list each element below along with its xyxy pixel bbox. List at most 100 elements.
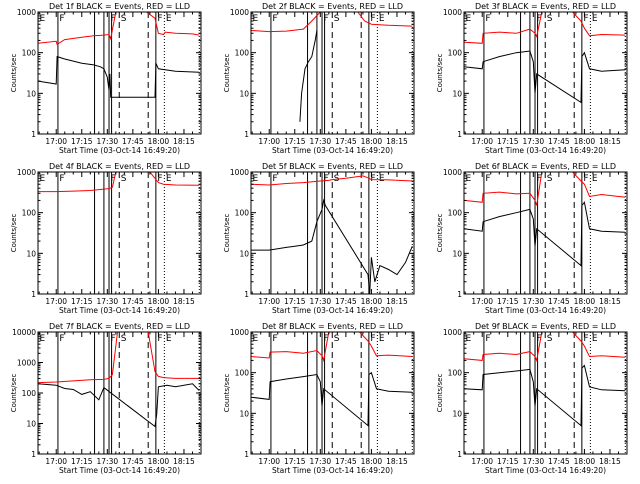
- x-tick-label: 17:00: [471, 137, 493, 146]
- series-line-lld: [464, 172, 626, 206]
- series-line-lld: [251, 332, 413, 363]
- y-tick-label: 1000: [230, 328, 249, 337]
- series-line-events: [299, 30, 318, 122]
- marker-label: E: [253, 174, 259, 184]
- panel-title: Det 3f BLACK = Events, RED = LLD: [475, 2, 616, 11]
- marker-label: S: [547, 174, 553, 184]
- x-tick-label: 18:00: [574, 457, 596, 466]
- marker-label: F: [583, 334, 588, 344]
- plot-frame: [463, 171, 628, 295]
- y-tick-label: 1: [457, 290, 462, 299]
- y-tick-label: 1000: [17, 8, 36, 17]
- marker-label: F: [583, 14, 588, 24]
- marker-label: E: [466, 334, 472, 344]
- x-tick-label: 17:00: [258, 137, 280, 146]
- y-axis-label: Counts/sec: [223, 54, 231, 93]
- x-tick-label: 18:15: [386, 297, 408, 306]
- marker-label: F: [324, 334, 329, 344]
- y-tick-label: 100: [448, 369, 463, 378]
- y-tick-label: 100: [235, 209, 250, 218]
- marker-label: F: [111, 174, 116, 184]
- marker-label: F: [272, 334, 277, 344]
- x-tick-label: 17:00: [471, 457, 493, 466]
- marker-label: F: [370, 14, 375, 24]
- series-line-lld: [38, 12, 200, 46]
- x-tick-label: 17:45: [122, 297, 144, 306]
- y-tick-label: 100: [235, 369, 250, 378]
- x-tick-label: 18:15: [599, 457, 621, 466]
- x-tick-label: 17:15: [284, 457, 306, 466]
- marker-label: E: [466, 174, 472, 184]
- y-tick-label: 10: [26, 249, 36, 258]
- marker-label: F: [272, 14, 277, 24]
- series-line-events: [464, 50, 626, 104]
- y-tick-label: 10000: [12, 328, 36, 337]
- marker-label: F: [324, 174, 329, 184]
- y-axis-label: Counts/sec: [436, 374, 444, 413]
- y-tick-label: 10: [452, 409, 462, 418]
- y-tick-label: 1: [457, 130, 462, 139]
- x-tick-label: 17:00: [258, 457, 280, 466]
- y-tick-label: 10: [239, 249, 249, 258]
- x-tick-label: 18:00: [148, 457, 170, 466]
- y-tick-label: 1: [244, 290, 249, 299]
- marker-label: S: [547, 334, 553, 344]
- y-axis-label: Counts/sec: [436, 54, 444, 93]
- marker-label: E: [592, 14, 598, 24]
- x-tick-label: 17:00: [45, 457, 67, 466]
- x-tick-label: 18:00: [361, 297, 383, 306]
- x-tick-label: 17:00: [45, 137, 67, 146]
- series-line-events: [38, 383, 200, 428]
- x-tick-label: 18:00: [361, 457, 383, 466]
- x-tick-label: 17:30: [97, 137, 119, 146]
- marker-label: E: [592, 334, 598, 344]
- y-tick-label: 1000: [443, 328, 462, 337]
- plot-frame: [463, 331, 628, 455]
- y-tick-label: 100: [448, 49, 463, 58]
- marker-label: E: [40, 14, 46, 24]
- y-axis-label: Counts/sec: [436, 214, 444, 253]
- series-line-lld: [38, 332, 200, 384]
- marker-label: F: [59, 334, 64, 344]
- marker-label: F: [157, 334, 162, 344]
- marker-label: S: [334, 334, 340, 344]
- x-axis-label: Start Time (03-Oct-14 16:49:20): [272, 466, 393, 475]
- marker-label: F: [537, 334, 542, 344]
- panel-title: Det 8f BLACK = Events, RED = LLD: [262, 322, 403, 331]
- y-tick-label: 1: [244, 450, 249, 459]
- panel-title: Det 9f BLACK = Events, RED = LLD: [475, 322, 616, 331]
- marker-label: E: [466, 14, 472, 24]
- marker-label: F: [370, 334, 375, 344]
- y-tick-label: 1: [31, 450, 36, 459]
- x-tick-label: 18:15: [386, 137, 408, 146]
- marker-label: S: [121, 14, 127, 24]
- marker-label: F: [157, 14, 162, 24]
- series-line-events: [464, 364, 626, 427]
- y-axis-label: Counts/sec: [223, 214, 231, 253]
- x-tick-label: 17:15: [497, 297, 519, 306]
- marker-label: F: [324, 14, 329, 24]
- x-tick-label: 17:15: [71, 297, 93, 306]
- y-tick-label: 100: [448, 209, 463, 218]
- marker-label: F: [537, 14, 542, 24]
- x-tick-label: 18:00: [574, 297, 596, 306]
- y-tick-label: 10: [452, 249, 462, 258]
- y-tick-label: 100: [22, 389, 37, 398]
- x-axis-label: Start Time (03-Oct-14 16:49:20): [485, 466, 606, 475]
- marker-label: E: [40, 334, 46, 344]
- y-tick-label: 100: [22, 209, 37, 218]
- plot-frame: [250, 331, 415, 455]
- y-tick-label: 1000: [230, 8, 249, 17]
- x-tick-label: 17:30: [310, 457, 332, 466]
- x-tick-label: 17:15: [497, 457, 519, 466]
- marker-label: E: [253, 14, 259, 24]
- marker-label: F: [537, 174, 542, 184]
- y-axis-label: Counts/sec: [10, 214, 18, 253]
